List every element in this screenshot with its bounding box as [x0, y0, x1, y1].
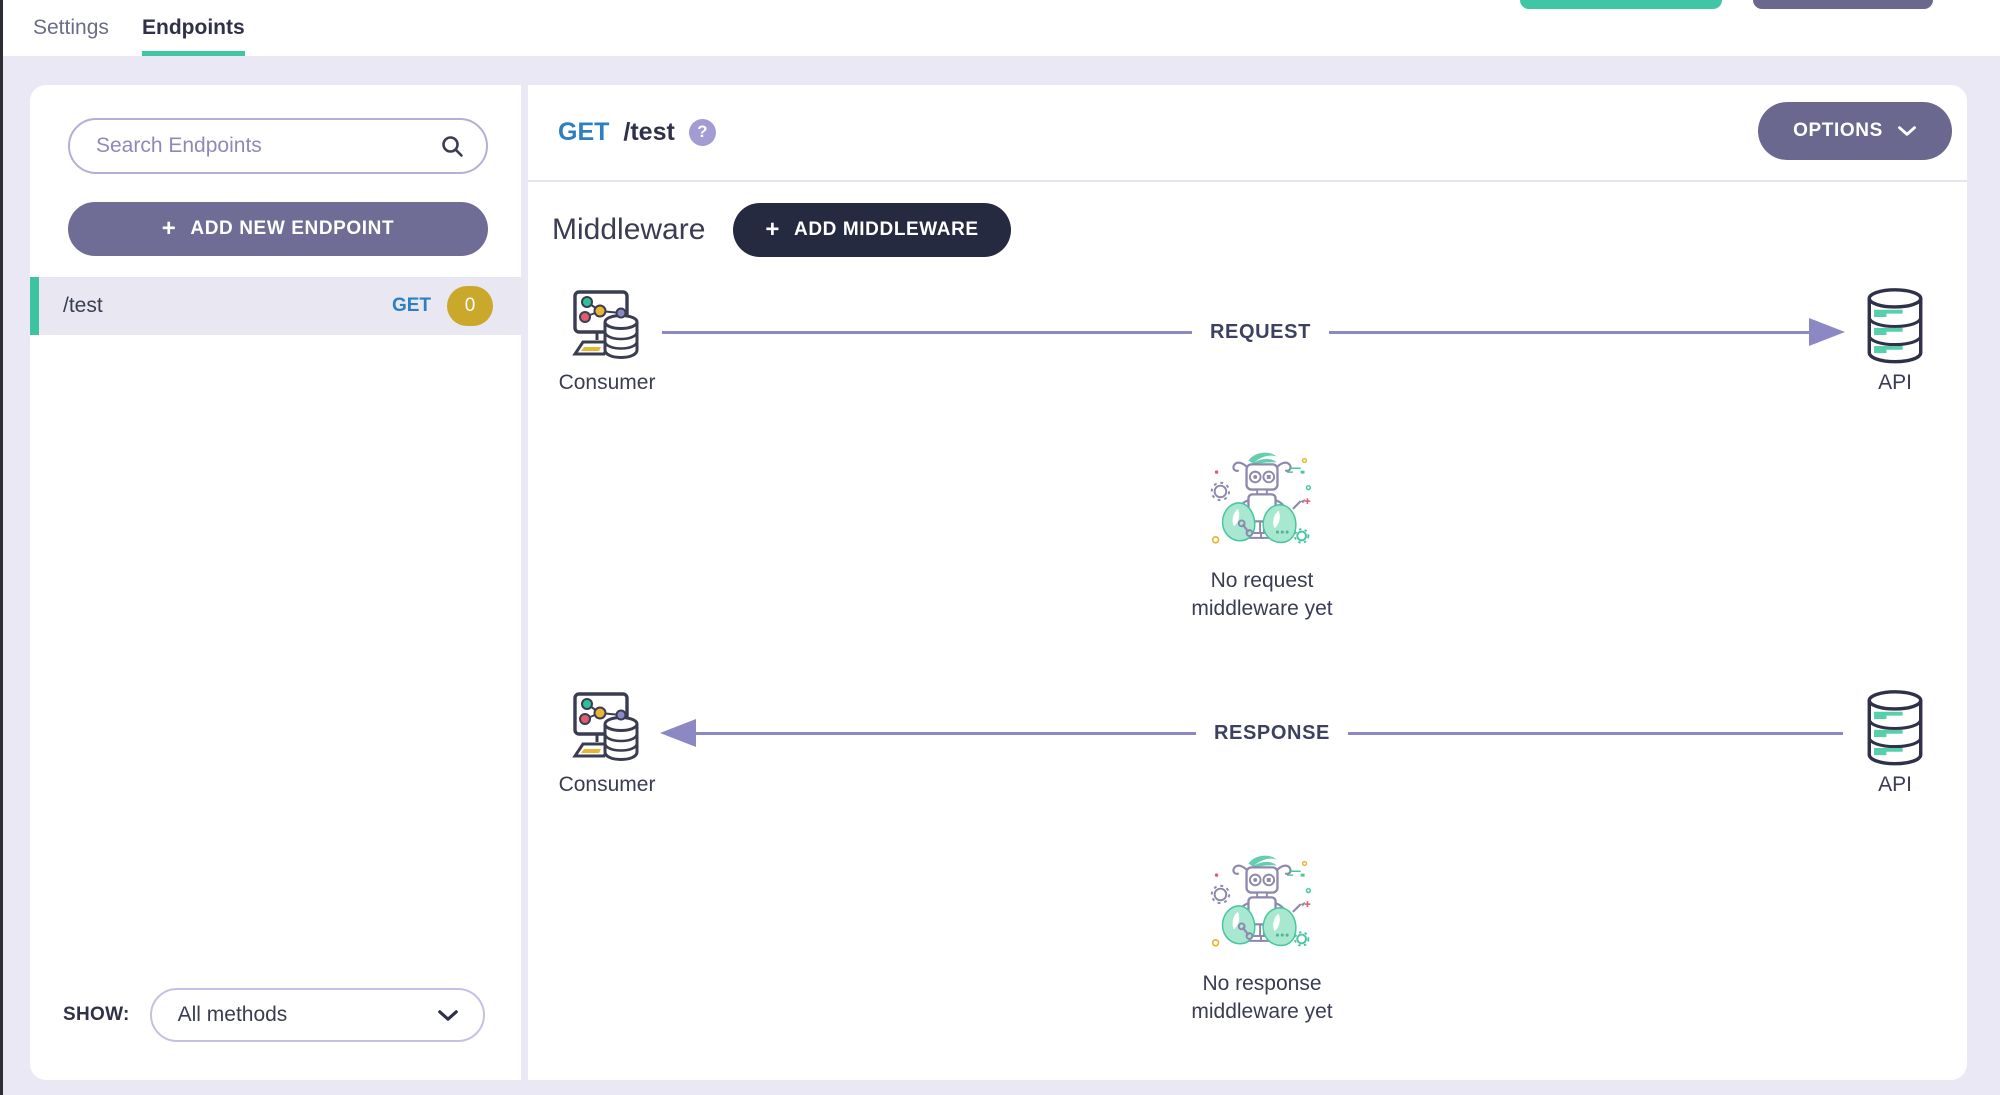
endpoint-method-badge: GET — [391, 295, 431, 316]
robot-illustration — [1204, 850, 1320, 966]
api-label: API — [1878, 773, 1912, 796]
options-button-label: OPTIONS — [1793, 120, 1883, 141]
endpoint-path: /test — [63, 294, 103, 317]
secondary-action-button-partial[interactable] — [1753, 0, 1933, 9]
response-flow-line: RESPONSE — [660, 719, 1843, 747]
request-empty-line1: No request — [1210, 569, 1314, 592]
window-left-border — [0, 0, 3, 1095]
middleware-title: Middleware — [552, 213, 706, 246]
arrow-right-icon — [1809, 318, 1845, 346]
method-filter-dropdown[interactable]: All methods — [149, 988, 485, 1042]
consumer-label: Consumer — [558, 773, 656, 796]
tab-settings-label: Settings — [33, 16, 109, 39]
response-api-node: API — [1840, 688, 1950, 797]
request-empty-text: No request middleware yet — [1191, 567, 1332, 624]
request-label: REQUEST — [1210, 320, 1311, 343]
chevron-down-icon — [1897, 125, 1917, 137]
middleware-section-header: Middleware + ADD MIDDLEWARE — [552, 201, 1011, 259]
request-flow-line: REQUEST — [662, 318, 1845, 346]
search-icon[interactable] — [440, 134, 464, 158]
method-filter-row: SHOW: All methods — [63, 988, 485, 1042]
endpoint-header-path: /test — [623, 117, 675, 146]
tab-endpoints-label: Endpoints — [142, 16, 245, 39]
endpoints-sidebar: + ADD NEW ENDPOINT /test GET 0 SHOW: All… — [30, 85, 521, 1080]
request-api-node: API — [1840, 286, 1950, 395]
plus-icon: + — [161, 215, 177, 242]
tab-settings[interactable]: Settings — [33, 0, 109, 56]
method-filter-value: All methods — [177, 1003, 288, 1026]
endpoint-header: GET /test ? — [558, 102, 716, 162]
plus-icon: + — [765, 216, 781, 243]
response-line-segment — [1347, 731, 1843, 735]
request-line-segment — [662, 330, 1192, 334]
endpoint-detail-panel: GET /test ? OPTIONS Middleware + ADD MID… — [528, 85, 1967, 1080]
consumer-icon — [567, 286, 647, 366]
search-endpoints-box[interactable] — [68, 118, 488, 174]
response-label: RESPONSE — [1214, 721, 1330, 744]
request-consumer-node: Consumer — [552, 286, 662, 395]
request-empty-line2: middleware yet — [1191, 597, 1333, 621]
response-empty-text: No response middleware yet — [1191, 970, 1332, 1027]
response-consumer-node: Consumer — [552, 688, 662, 797]
show-label: SHOW: — [63, 1004, 130, 1025]
endpoint-list-item-test[interactable]: /test GET 0 — [30, 277, 521, 335]
consumer-icon — [567, 688, 647, 768]
response-middleware-empty-state: No response middleware yet — [1132, 850, 1392, 1027]
chevron-down-icon — [437, 1009, 459, 1022]
endpoint-count-badge: 0 — [447, 286, 493, 326]
arrow-left-icon — [660, 719, 696, 747]
api-database-icon — [1864, 688, 1926, 768]
options-button[interactable]: OPTIONS — [1758, 102, 1952, 160]
top-tab-bar: Settings Endpoints — [0, 0, 2000, 56]
primary-action-button-partial[interactable] — [1520, 0, 1722, 9]
add-new-endpoint-label: ADD NEW ENDPOINT — [190, 218, 395, 239]
response-empty-line1: No response — [1202, 972, 1322, 995]
request-line-segment — [1328, 330, 1809, 334]
help-icon[interactable]: ? — [688, 118, 716, 146]
add-middleware-button[interactable]: + ADD MIDDLEWARE — [733, 203, 1011, 257]
search-input[interactable] — [96, 134, 440, 158]
response-line-segment — [696, 731, 1196, 735]
header-divider — [528, 180, 1967, 182]
add-middleware-label: ADD MIDDLEWARE — [794, 219, 979, 240]
add-new-endpoint-button[interactable]: + ADD NEW ENDPOINT — [68, 202, 488, 256]
tab-endpoints[interactable]: Endpoints — [142, 0, 245, 56]
response-empty-line2: middleware yet — [1191, 1000, 1333, 1024]
api-database-icon — [1864, 286, 1926, 366]
request-middleware-empty-state: No request middleware yet — [1132, 447, 1392, 624]
consumer-label: Consumer — [558, 371, 656, 394]
api-label: API — [1878, 371, 1912, 394]
robot-illustration — [1204, 447, 1320, 563]
endpoint-header-method: GET — [558, 117, 610, 146]
